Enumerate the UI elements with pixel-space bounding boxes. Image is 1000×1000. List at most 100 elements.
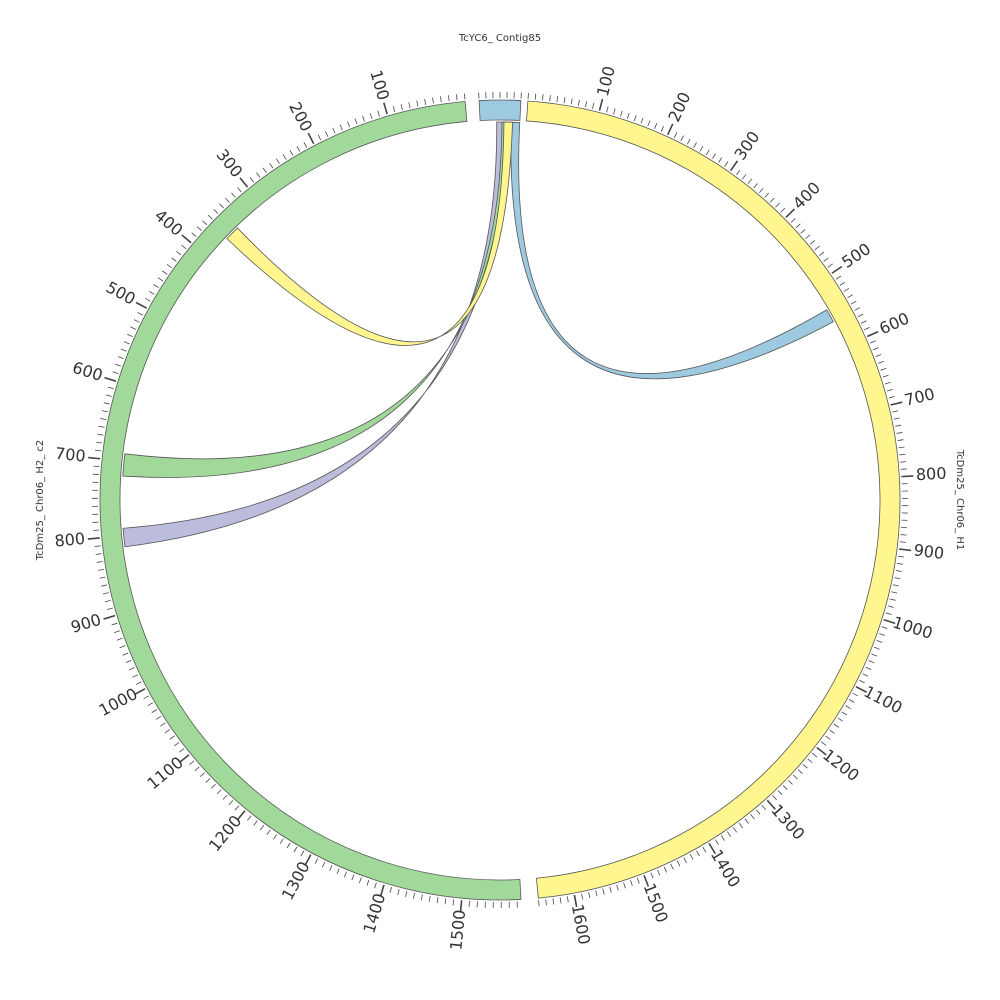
- tick-minor: [868, 660, 875, 664]
- tick-minor: [676, 860, 681, 867]
- tick-minor: [714, 839, 719, 845]
- tick-label-h2-900: 900: [69, 610, 104, 637]
- tick-minor: [273, 834, 278, 840]
- tick-minor: [825, 735, 831, 740]
- tick-minor: [782, 785, 788, 790]
- tick-label-h1-600: 600: [876, 308, 912, 338]
- tick-minor: [128, 667, 135, 671]
- tick-minor: [133, 319, 140, 323]
- tick-minor: [377, 110, 380, 117]
- tick-minor: [818, 251, 825, 256]
- tick-minor: [542, 94, 544, 101]
- tick-minor: [102, 592, 109, 595]
- tick-major: [890, 401, 903, 406]
- tick-minor: [164, 729, 171, 734]
- tick-minor: [317, 134, 322, 141]
- tick-label-h1-100: 100: [593, 64, 619, 98]
- tick-minor: [647, 120, 651, 127]
- tick-label-h2-300: 300: [212, 145, 246, 181]
- segment-h2: [99, 101, 522, 901]
- tick-minor: [897, 555, 905, 558]
- tick-minor: [179, 748, 185, 753]
- tick-major: [598, 98, 604, 111]
- tick-minor: [104, 599, 111, 603]
- tick-minor: [847, 294, 853, 299]
- tick-minor: [123, 341, 130, 345]
- tick-minor: [216, 789, 222, 795]
- tick-minor: [588, 892, 591, 899]
- tick-minor: [400, 104, 403, 111]
- tick-minor: [176, 251, 182, 256]
- tick-minor: [663, 866, 667, 873]
- tick-label-h1-700: 700: [902, 384, 936, 410]
- tick-minor: [199, 772, 205, 778]
- tick-minor: [800, 228, 806, 234]
- tick-major: [766, 799, 776, 810]
- segment-contig85: [478, 99, 522, 121]
- tick-minor: [882, 374, 889, 378]
- tick-label-h1-800: 800: [915, 464, 947, 485]
- tick-label-h2-400: 400: [151, 206, 187, 240]
- tick-minor: [623, 882, 626, 889]
- tick-minor: [689, 853, 694, 860]
- tick-minor: [343, 871, 347, 878]
- tick-minor: [432, 97, 434, 104]
- tick-label-h1-900: 900: [913, 540, 946, 563]
- tick-minor: [761, 804, 766, 810]
- tick-minor: [820, 741, 827, 746]
- tick-minor: [893, 417, 900, 420]
- tick-minor: [114, 630, 120, 634]
- tick-minor: [117, 356, 124, 360]
- tick-minor: [228, 800, 234, 806]
- tick-minor: [358, 877, 362, 884]
- tick-minor: [805, 234, 811, 240]
- tick-minor: [362, 115, 365, 122]
- tick-minor: [606, 106, 609, 113]
- tick-minor: [289, 150, 294, 156]
- tick-minor: [95, 449, 102, 452]
- tick-label-h2-1400: 1400: [359, 891, 389, 935]
- tick-minor: [436, 897, 439, 904]
- tick-minor: [119, 645, 126, 649]
- tick-minor: [736, 169, 741, 176]
- tick-minor: [585, 101, 588, 108]
- tick-minor: [169, 735, 175, 740]
- tick-minor: [881, 626, 888, 629]
- tick-minor: [888, 396, 895, 399]
- tick-minor: [877, 360, 884, 364]
- tick-minor: [827, 263, 833, 268]
- segment-label-h2: TcDm25_ Chr06_ H2_ c2: [35, 440, 46, 562]
- tick-minor: [686, 138, 691, 145]
- tick-minor: [873, 646, 880, 650]
- tick-minor: [259, 825, 265, 831]
- tick-minor: [835, 275, 842, 280]
- tick-major: [104, 376, 117, 382]
- tick-minor: [795, 223, 801, 229]
- tick-minor: [296, 145, 301, 152]
- tick-minor: [712, 153, 716, 159]
- tick-minor: [191, 232, 197, 237]
- tick-minor: [620, 110, 623, 117]
- tick-major: [88, 456, 101, 460]
- tick-minor: [680, 135, 684, 142]
- tick-label-h2-1000: 1000: [96, 684, 141, 720]
- tick-minor: [772, 795, 777, 801]
- tick-label-h2-1100: 1100: [143, 753, 187, 793]
- tick-minor: [885, 612, 892, 615]
- tick-major: [383, 102, 388, 115]
- tick-minor: [339, 124, 343, 131]
- tick-minor: [640, 117, 644, 124]
- tick-minor: [196, 226, 202, 232]
- tick-minor: [374, 882, 377, 889]
- tick-minor: [602, 888, 605, 895]
- tick-label-h1-400: 400: [789, 178, 824, 213]
- tick-minor: [300, 850, 305, 857]
- tick-minor: [876, 639, 883, 643]
- tick-minor: [147, 702, 154, 707]
- tick-minor: [416, 100, 419, 107]
- tick-minor: [848, 699, 855, 703]
- tick-minor: [777, 790, 783, 796]
- tick-minor: [630, 880, 633, 887]
- tick-minor: [321, 861, 326, 868]
- tick-minor: [440, 96, 442, 103]
